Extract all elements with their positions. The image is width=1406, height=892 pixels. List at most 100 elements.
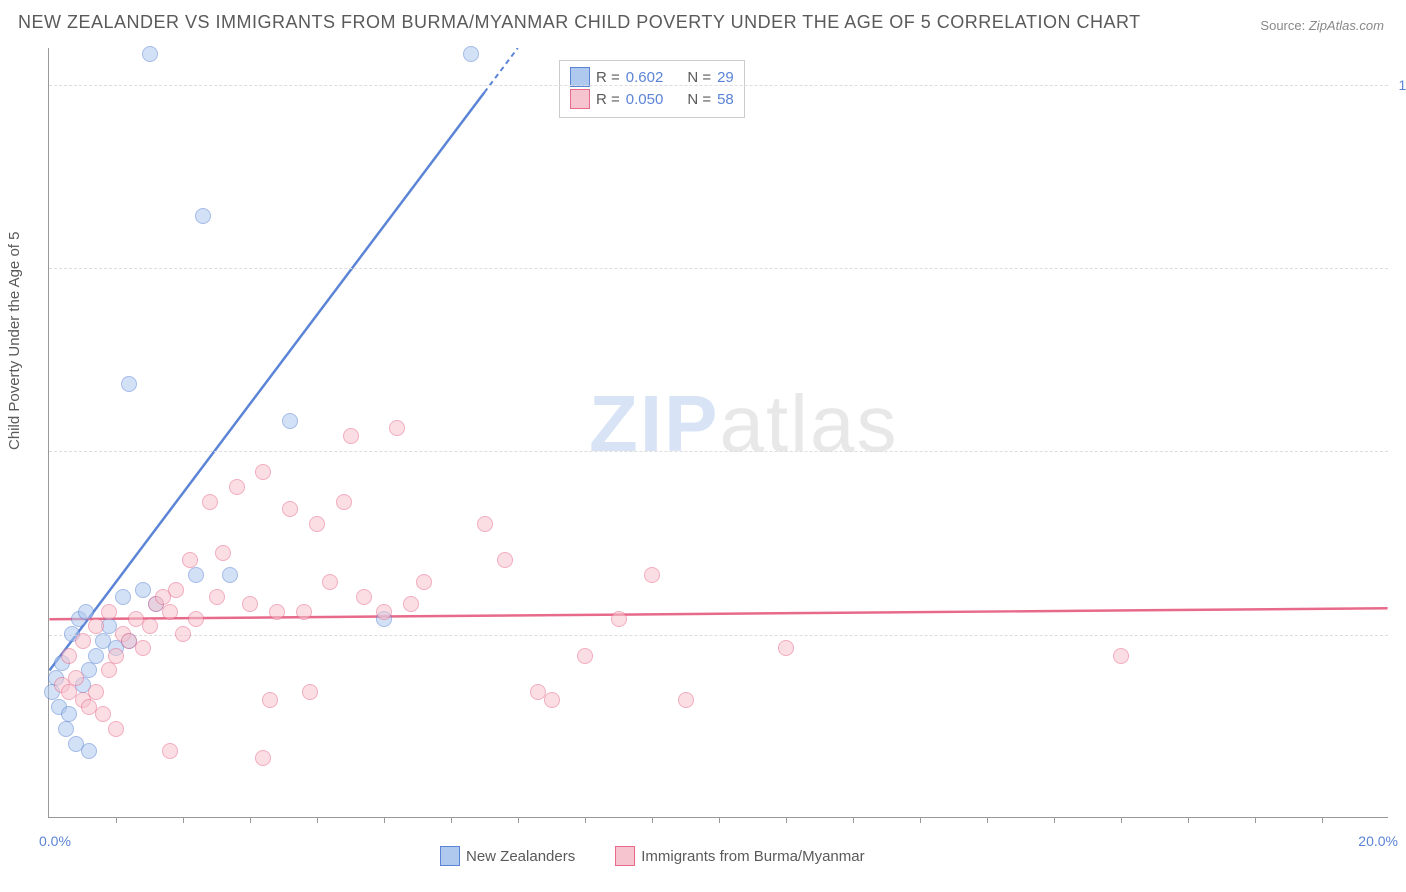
x-tick <box>250 817 251 823</box>
x-tick <box>920 817 921 823</box>
data-point <box>336 494 352 510</box>
watermark-atlas: atlas <box>719 379 898 468</box>
n-value-series2: 58 <box>717 91 734 108</box>
data-point <box>403 596 419 612</box>
x-tick <box>1188 817 1189 823</box>
data-point <box>108 648 124 664</box>
data-point <box>229 479 245 495</box>
gridline <box>49 635 1388 636</box>
data-point <box>215 545 231 561</box>
legend-swatch-series2 <box>570 89 590 109</box>
data-point <box>222 567 238 583</box>
legend-item: New Zealanders <box>440 846 575 866</box>
legend-swatch-series2 <box>615 846 635 866</box>
source-value: ZipAtlas.com <box>1309 18 1384 33</box>
data-point <box>416 574 432 590</box>
data-point <box>202 494 218 510</box>
data-point <box>611 611 627 627</box>
data-point <box>262 692 278 708</box>
legend-item: Immigrants from Burma/Myanmar <box>615 846 864 866</box>
data-point <box>121 376 137 392</box>
x-tick <box>1255 817 1256 823</box>
data-point <box>544 692 560 708</box>
x-tick <box>585 817 586 823</box>
x-tick <box>1322 817 1323 823</box>
data-point <box>309 516 325 532</box>
x-tick <box>116 817 117 823</box>
x-tick <box>451 817 452 823</box>
data-point <box>778 640 794 656</box>
data-point <box>162 743 178 759</box>
data-point <box>209 589 225 605</box>
data-point <box>644 567 660 583</box>
n-label: N = <box>687 69 711 86</box>
data-point <box>75 633 91 649</box>
data-point <box>88 648 104 664</box>
data-point <box>101 662 117 678</box>
data-point <box>322 574 338 590</box>
x-tick <box>719 817 720 823</box>
source-attribution: Source: ZipAtlas.com <box>1260 18 1384 33</box>
trend-lines-layer <box>49 48 1388 817</box>
data-point <box>61 706 77 722</box>
source-label: Source: <box>1260 18 1305 33</box>
gridline <box>49 268 1388 269</box>
data-point <box>78 604 94 620</box>
data-point <box>175 626 191 642</box>
data-point <box>142 46 158 62</box>
r-label: R = <box>596 91 620 108</box>
data-point <box>477 516 493 532</box>
x-tick <box>317 817 318 823</box>
n-label: N = <box>687 91 711 108</box>
x-tick <box>384 817 385 823</box>
y-tick-label: 25.0% <box>1392 627 1406 643</box>
chart-title: NEW ZEALANDER VS IMMIGRANTS FROM BURMA/M… <box>18 12 1141 33</box>
scatter-plot-area: ZIPatlas 0.0% 20.0% R = 0.602 N = 29 R =… <box>48 48 1388 818</box>
y-axis-label: Child Poverty Under the Age of 5 <box>6 232 23 450</box>
data-point <box>188 567 204 583</box>
data-point <box>58 721 74 737</box>
data-point <box>61 648 77 664</box>
data-point <box>282 501 298 517</box>
data-point <box>1113 648 1129 664</box>
x-tick <box>1121 817 1122 823</box>
legend-label-series2: Immigrants from Burma/Myanmar <box>641 848 864 865</box>
watermark: ZIPatlas <box>589 378 898 470</box>
y-tick-label: 50.0% <box>1392 443 1406 459</box>
y-tick-label: 75.0% <box>1392 260 1406 276</box>
data-point <box>182 552 198 568</box>
data-point <box>343 428 359 444</box>
data-point <box>678 692 694 708</box>
x-axis-min-label: 0.0% <box>39 833 71 849</box>
r-value-series2: 0.050 <box>626 91 664 108</box>
x-tick <box>518 817 519 823</box>
data-point <box>81 743 97 759</box>
series-legend: New Zealanders Immigrants from Burma/Mya… <box>440 844 865 868</box>
r-value-series1: 0.602 <box>626 69 664 86</box>
data-point <box>255 464 271 480</box>
data-point <box>463 46 479 62</box>
data-point <box>101 604 117 620</box>
data-point <box>195 208 211 224</box>
data-point <box>135 640 151 656</box>
data-point <box>255 750 271 766</box>
x-tick <box>183 817 184 823</box>
data-point <box>68 670 84 686</box>
x-axis-max-label: 20.0% <box>1358 833 1398 849</box>
x-tick <box>853 817 854 823</box>
data-point <box>135 582 151 598</box>
data-point <box>188 611 204 627</box>
x-tick <box>987 817 988 823</box>
data-point <box>282 413 298 429</box>
data-point <box>269 604 285 620</box>
x-tick <box>652 817 653 823</box>
data-point <box>242 596 258 612</box>
x-tick <box>1054 817 1055 823</box>
stats-legend-row: R = 0.050 N = 58 <box>570 89 734 109</box>
data-point <box>88 684 104 700</box>
legend-label-series1: New Zealanders <box>466 848 575 865</box>
r-label: R = <box>596 69 620 86</box>
data-point <box>162 604 178 620</box>
data-point <box>296 604 312 620</box>
data-point <box>115 589 131 605</box>
